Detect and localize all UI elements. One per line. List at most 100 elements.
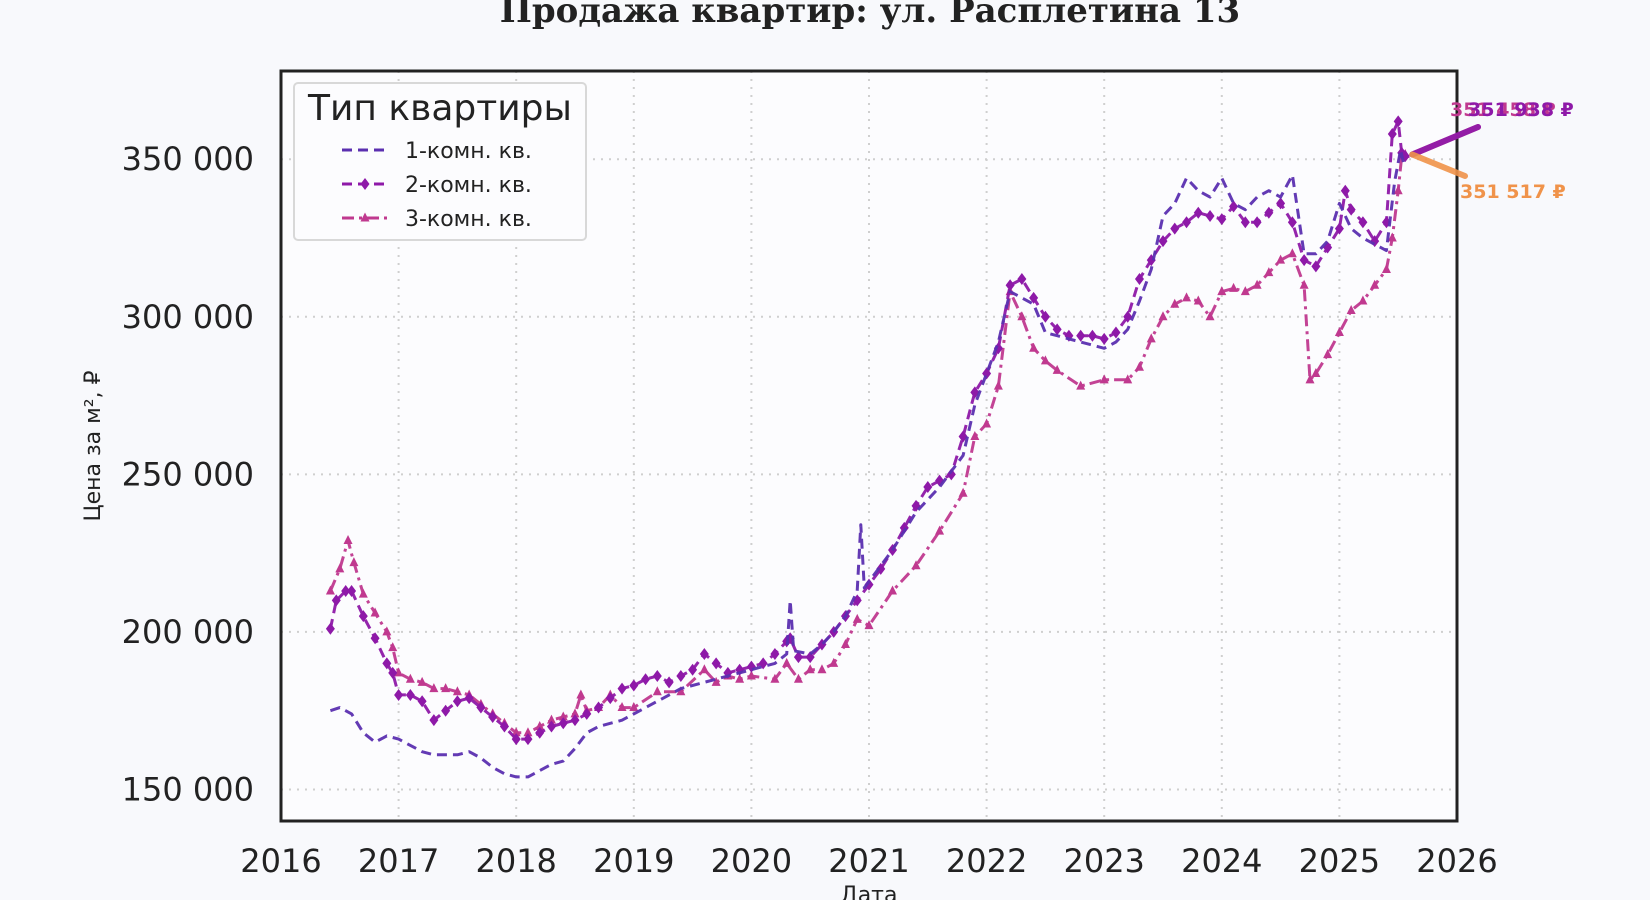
data-point [1052,364,1062,374]
data-point [652,670,662,683]
data-point [1381,264,1391,274]
data-point [594,701,604,714]
data-point [1276,254,1286,264]
data-point [911,560,921,570]
data-point [652,686,662,696]
legend: Тип квартиры 1-комн. кв. 2-комн. кв. 3-ком… [293,82,587,241]
data-point [370,607,380,617]
data-point [1229,282,1239,292]
data-point [1182,216,1192,229]
data-point [558,717,568,730]
data-point [1334,327,1344,337]
x-tick-label: 2019 [593,842,674,880]
data-point [817,664,827,674]
data-point [523,733,533,746]
data-point [1052,323,1062,336]
data-point [1387,128,1397,141]
data-point [476,701,486,714]
data-point [441,704,451,717]
data-point [1311,368,1321,378]
data-point [452,695,462,708]
data-point [923,480,933,493]
data-point [1264,206,1274,219]
data-point [341,584,351,597]
data-point [1170,222,1180,235]
data-point [1146,254,1156,267]
data-point [699,664,709,674]
x-axis-ticks: 2016 2017 2018 2019 2020 2021 2022 2023 2024 2025… [240,842,1497,880]
data-point [1076,329,1086,342]
data-point [1346,203,1356,216]
x-tick-label: 2018 [475,842,556,880]
data-point [394,688,404,701]
data-point [1240,286,1250,296]
data-point [1299,254,1309,267]
x-tick-label: 2023 [1063,842,1144,880]
data-point [711,676,721,686]
data-point [1193,295,1203,305]
data-point [770,647,780,660]
chart-title: Продажа квартир: ул. Расплетина 13 [500,0,1240,31]
data-point [417,676,427,686]
data-point [1029,291,1039,304]
data-point [1334,222,1344,235]
data-point [1252,279,1262,289]
data-point [629,702,639,712]
data-point [970,431,980,441]
data-point [1076,380,1086,390]
data-point [382,657,392,670]
data-point [1323,349,1333,359]
data-point [1134,272,1144,285]
data-point [899,521,909,534]
data-point [1099,332,1109,345]
legend-item: 3-комн. кв. [342,207,532,232]
data-point [605,692,615,705]
data-point [1287,216,1297,229]
data-point [325,585,335,595]
data-point [1040,355,1050,365]
data-point [935,525,945,535]
series-line [329,153,1406,735]
data-point [570,714,580,727]
data-point [1252,216,1262,229]
data-point [405,688,415,701]
x-tick-label: 2020 [711,842,792,880]
data-point [1346,304,1356,314]
data-point [382,626,392,636]
data-point [1111,326,1121,339]
data-point [864,620,874,630]
data-point [388,642,398,652]
data-point [782,657,792,667]
data-point [676,670,686,683]
data-point [793,651,803,664]
data-point [1029,342,1039,352]
data-point [358,588,368,598]
legend-item: 1-комн. кв. [342,139,532,164]
data-point [570,708,580,718]
legend-label: 3-комн. кв. [405,207,532,232]
annotation-label: 351 458 ₽ [1450,99,1556,121]
data-point [1393,185,1403,195]
data-point [1134,361,1144,371]
data-point [1264,267,1274,277]
data-point [546,720,556,733]
data-point [993,380,1003,390]
y-tick-label: 350 000 [122,140,254,178]
x-tick-label: 2025 [1299,842,1380,880]
data-point [349,557,359,567]
data-point [1017,272,1027,285]
x-tick-label: 2016 [240,842,321,880]
data-point [1358,295,1368,305]
legend-marker [360,178,370,190]
data-point [1170,298,1180,308]
data-point [1182,292,1192,302]
legend-label: 1-комн. кв. [405,139,532,164]
data-point [888,585,898,595]
data-point [558,711,568,721]
series-line [329,148,1406,779]
data-point [1287,248,1297,258]
data-point [523,727,533,737]
data-point [876,562,886,575]
annotation-arrow [1409,151,1468,179]
